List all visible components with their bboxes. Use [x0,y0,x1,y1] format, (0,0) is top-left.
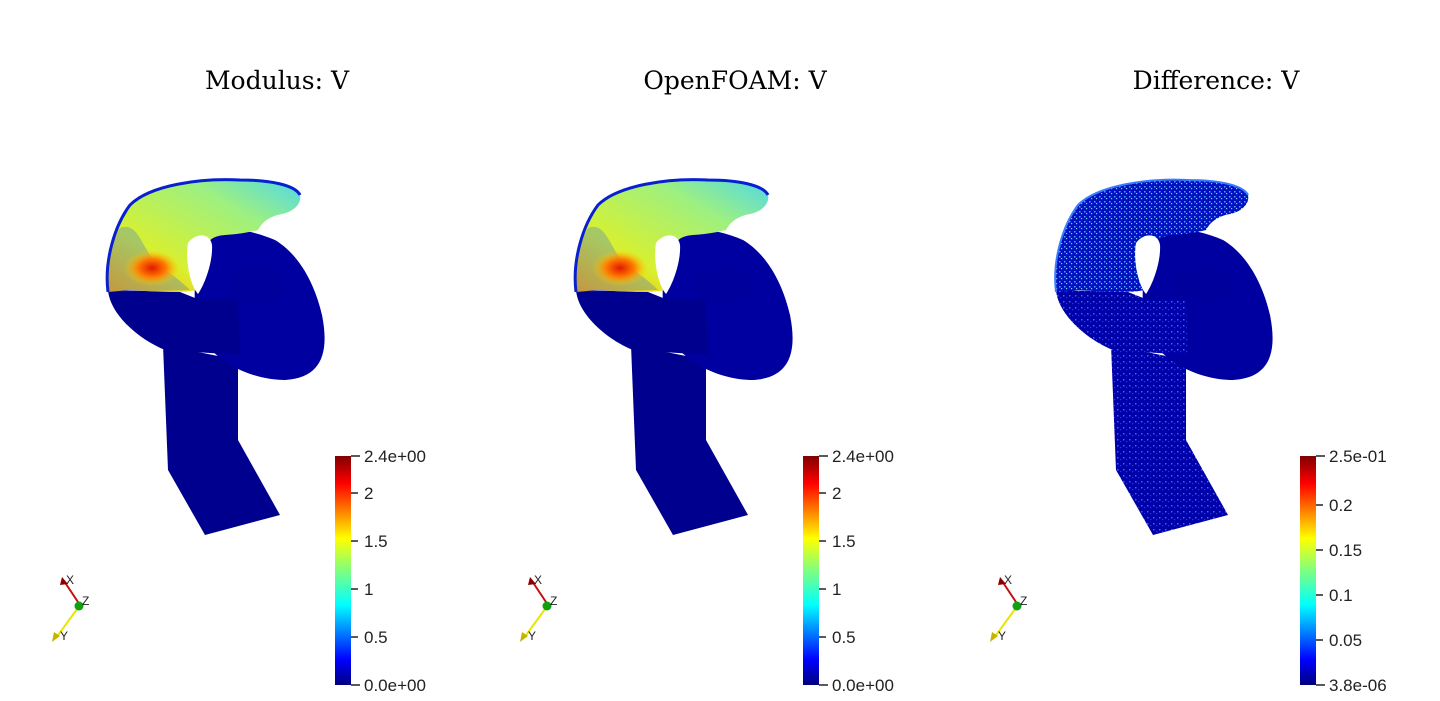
colorbar-tick-label: 0.0e+00 [364,676,426,695]
colorbar-tick-label: 3.8e-06 [1329,676,1387,695]
axis-y-label: Y [60,629,68,643]
axis-y-label: Y [998,629,1006,643]
vessel-mesh [1054,178,1273,535]
colorbar-gradient [335,456,351,685]
colorbar-gradient [803,456,819,685]
colorbar-tick-label: 2.5e-01 [1329,447,1387,466]
colorbar-tick-label: 1.5 [364,532,388,551]
panel-openfoam: OpenFOAM: V [468,0,948,701]
render-view: 2.5e-01 0.2 0.15 0.1 0.05 3.8e-06 X Z Y [990,178,1387,695]
colorbar-tick-label: 2.4e+00 [364,447,426,466]
colorbar: 2.5e-01 0.2 0.15 0.1 0.05 3.8e-06 [1300,447,1387,695]
colorbar-gradient [1300,456,1316,685]
colorbar-tick-label: 0.5 [832,628,856,647]
vessel-mesh [105,178,325,535]
axis-z-label: Z [550,594,557,608]
colorbar-tick-label: 1 [832,580,841,599]
axis-x-label: X [534,573,542,587]
orientation-axes: X Z Y [52,573,89,643]
colorbar-tick-label: 0.15 [1329,541,1362,560]
orientation-axes: X Z Y [990,573,1027,643]
colorbar-tick-label: 1 [364,580,373,599]
colorbar: 2.4e+00 2 1.5 1 0.5 0.0e+00 [335,447,426,695]
orientation-axes: X Z Y [520,573,557,643]
axis-z-label: Z [1020,594,1027,608]
colorbar-tick-label: 0.5 [364,628,388,647]
render-view: 2.4e+00 2 1.5 1 0.5 0.0e+00 X Z Y [52,178,426,695]
render-view: 2.4e+00 2 1.5 1 0.5 0.0e+00 X Z Y [520,178,894,695]
colorbar-tick-label: 2 [364,484,373,503]
colorbar-tick-label: 2.4e+00 [832,447,894,466]
panel-difference: Difference: V [948,0,1428,701]
colorbar-tick-label: 0.05 [1329,631,1362,650]
colorbar-tick-label: 1.5 [832,532,856,551]
axis-x-label: X [1004,573,1012,587]
panel-title: Modulus: V [204,66,350,95]
colorbar-tick-label: 0.1 [1329,586,1353,605]
colorbar-tick-label: 2 [832,484,841,503]
colorbar-tick-label: 0.0e+00 [832,676,894,695]
panel-title: Difference: V [1132,66,1300,95]
colorbar-tick-label: 0.2 [1329,496,1353,515]
colorbar: 2.4e+00 2 1.5 1 0.5 0.0e+00 [803,447,894,695]
panel-modulus: Modulus: V [0,0,480,701]
axis-z-label: Z [82,594,89,608]
vessel-mesh [573,178,793,535]
axis-x-label: X [66,573,74,587]
panel-title: OpenFOAM: V [643,66,827,95]
axis-y-label: Y [528,629,536,643]
